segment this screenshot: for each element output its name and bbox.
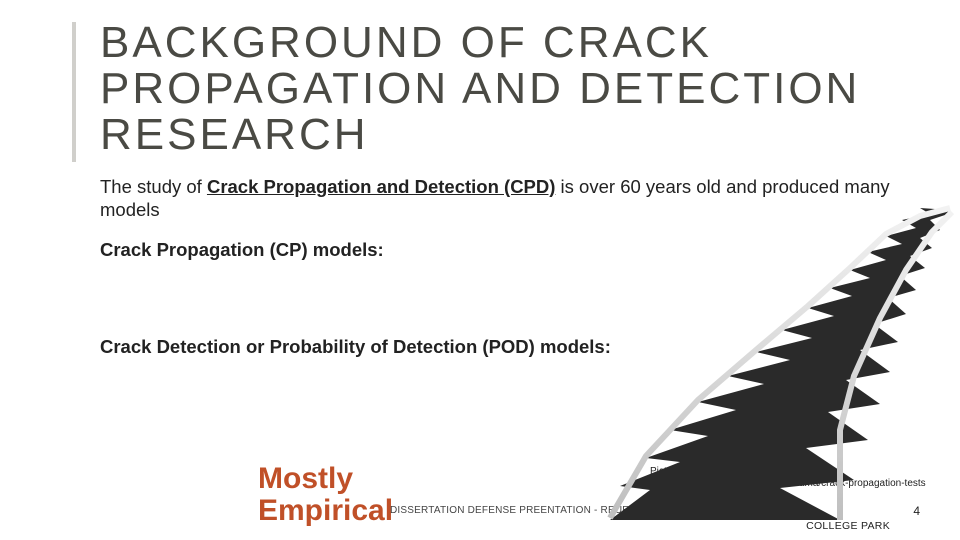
college-park-label: COLLEGE PARK	[806, 520, 890, 532]
intro-paragraph: The study of Crack Propagation and Detec…	[100, 175, 900, 221]
pod-models-heading: Crack Detection or Probability of Detect…	[100, 336, 900, 358]
attribution-url: http: //metravib.acoemgroup.com/dma/crac…	[650, 478, 950, 490]
callout-line-2: Empirical	[258, 495, 393, 527]
page-number: 4	[913, 504, 920, 518]
footer-text: DISSERTATION DEFENSE PREENTATION - REUEL…	[390, 505, 670, 516]
slide: BACKGROUND OF CRACK PROPAGATION AND DETE…	[0, 0, 960, 540]
callout-line-1: Mostly	[258, 463, 393, 495]
intro-prefix: The study of	[100, 176, 207, 197]
intro-bold-term: Crack Propagation and Detection (CPD)	[207, 176, 555, 197]
empirical-callout: Mostly Empirical	[258, 463, 393, 526]
title-accent-bar	[72, 22, 76, 162]
image-attribution: Picture © ACOEM http: //metravib.acoemgr…	[650, 466, 950, 502]
cp-models-heading: Crack Propagation (CP) models:	[100, 239, 900, 261]
attribution-copyright: Picture © ACOEM	[650, 466, 950, 478]
slide-title: BACKGROUND OF CRACK PROPAGATION AND DETE…	[100, 20, 900, 159]
attribution-university: UNIVERSITY OF MARYLAND	[650, 490, 950, 502]
